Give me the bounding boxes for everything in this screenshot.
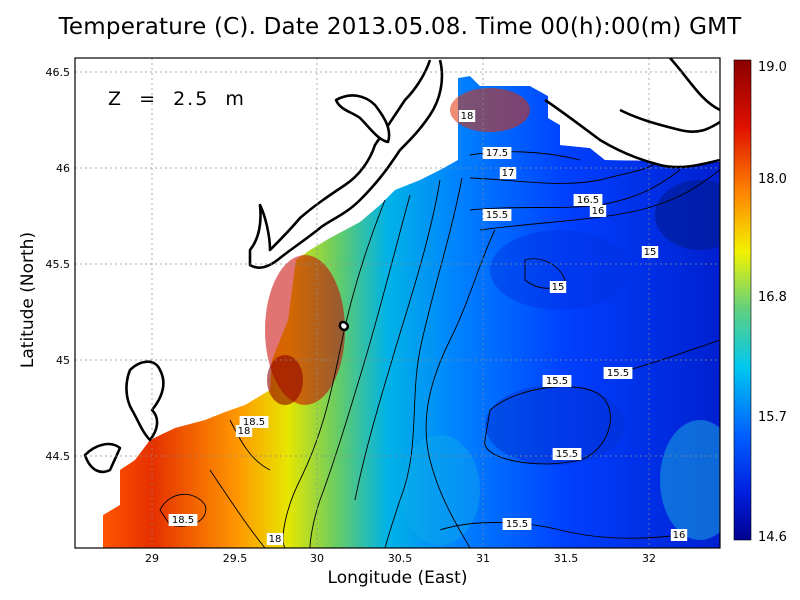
contour-label: 15.5 xyxy=(607,368,629,379)
colorbar-label: 15.7 xyxy=(758,410,787,425)
colorbar-label: 14.6 xyxy=(758,530,787,545)
contour-label-box xyxy=(499,167,517,179)
contour-label-box xyxy=(266,533,284,545)
contour-label: 16 xyxy=(673,530,686,541)
contour-label-box xyxy=(542,375,572,387)
colorbar-labels: 19.0 18.0 16.8 15.7 14.6 xyxy=(758,60,787,545)
x-axis-label: Longitude (East) xyxy=(327,568,468,588)
temperature-field xyxy=(75,58,720,548)
contour-label-box xyxy=(589,205,607,217)
contour-label: 18.5 xyxy=(243,417,265,428)
y-tick-label: 45.5 xyxy=(46,258,71,271)
colorbar-label: 19.0 xyxy=(758,60,787,75)
contour-label-box xyxy=(482,209,512,221)
grid-lines xyxy=(75,58,720,548)
map-title: Temperature (C). Date 2013.05.08. Time 0… xyxy=(58,14,742,40)
x-tick-labels: 29 29.5 30 30.5 31 31.5 32 xyxy=(145,552,656,565)
y-tick-labels: 44.5 45 45.5 46 46.5 xyxy=(46,66,71,463)
contour-label-box xyxy=(458,110,476,122)
y-tick-label: 46.5 xyxy=(46,66,71,79)
depth-label: Z = 2.5 m xyxy=(108,88,246,110)
contour-label: 15.5 xyxy=(556,449,578,460)
contour-label-box xyxy=(552,448,582,460)
contour-label: 15 xyxy=(644,247,657,258)
contour-label: 16 xyxy=(592,206,605,217)
colorbar xyxy=(733,59,752,541)
x-tick-label: 29.5 xyxy=(223,552,248,565)
contour-label: 18.5 xyxy=(172,515,194,526)
contour-label: 15.5 xyxy=(506,519,528,530)
contour-label-box xyxy=(502,518,532,530)
contour-label-box xyxy=(641,246,659,258)
x-tick-label: 30 xyxy=(310,552,324,565)
contour-label: 18 xyxy=(461,111,474,122)
colorbar-label: 16.8 xyxy=(758,290,787,305)
y-tick-label: 44.5 xyxy=(46,450,71,463)
colorbar-label: 18.0 xyxy=(758,172,787,187)
contour-label-box xyxy=(670,529,688,541)
contour-label: 17.5 xyxy=(486,148,508,159)
contour-label: 18 xyxy=(269,534,282,545)
coastline xyxy=(83,57,721,474)
x-tick-label: 32 xyxy=(642,552,656,565)
y-tick-label: 46 xyxy=(56,162,70,175)
contour-label: 16.5 xyxy=(577,195,599,206)
x-tick-label: 29 xyxy=(145,552,159,565)
contour-label: 15 xyxy=(552,282,565,293)
contour-label: 15.5 xyxy=(546,376,568,387)
contour-label: 15.5 xyxy=(486,210,508,221)
contour-label-box xyxy=(549,281,567,293)
plot-frame xyxy=(74,57,721,549)
contour-label-box xyxy=(168,514,198,526)
x-tick-label: 30.5 xyxy=(388,552,413,565)
y-tick-label: 45 xyxy=(56,354,70,367)
contour-label-box xyxy=(603,367,633,379)
contour-label: 17 xyxy=(502,168,515,179)
contour-label-box xyxy=(482,147,512,159)
contour-labels: 1817.51716.51615.5151515.515.515.515.518… xyxy=(168,110,688,545)
x-tick-label: 31 xyxy=(476,552,490,565)
contour-label-box xyxy=(235,425,253,437)
contour-label: 18 xyxy=(238,426,251,437)
contour-label-box xyxy=(573,194,603,206)
x-tick-label: 31.5 xyxy=(554,552,579,565)
